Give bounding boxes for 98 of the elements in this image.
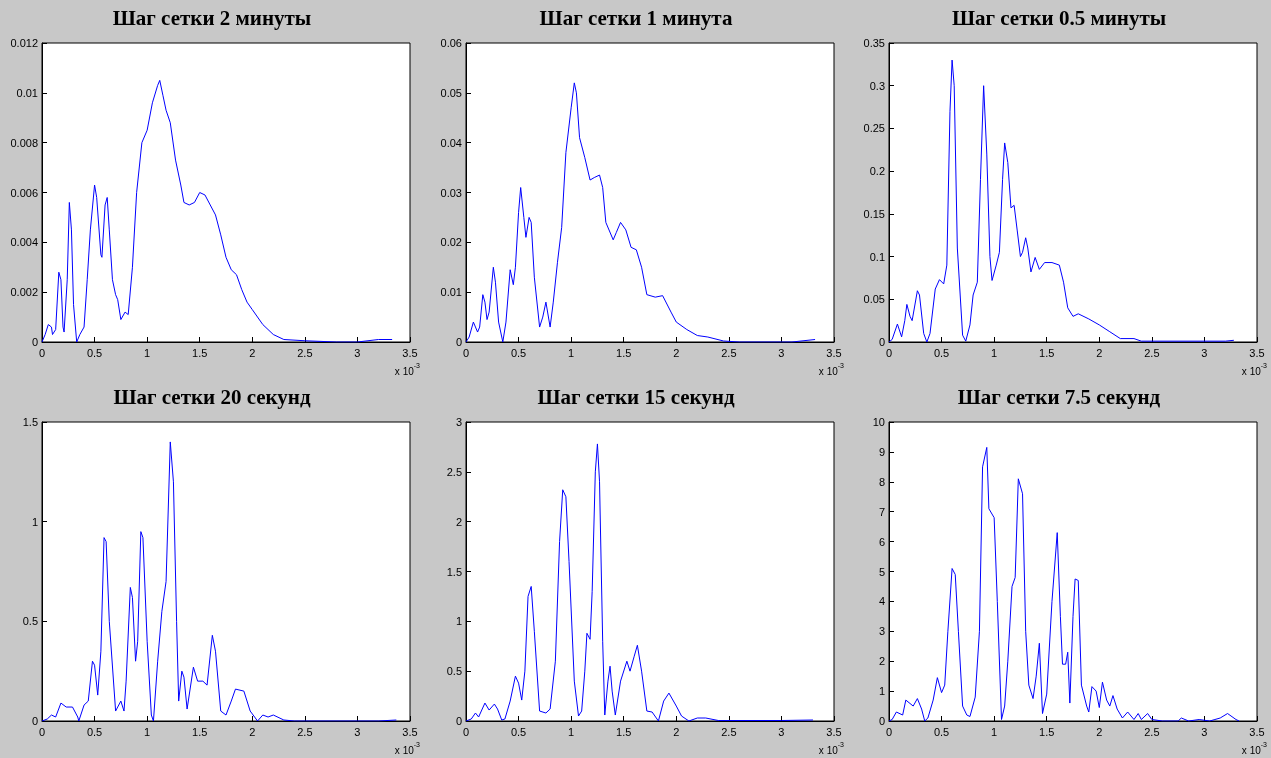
x-tick-label: 0.5 — [933, 725, 950, 738]
x-tick-label: 3.5 — [402, 346, 418, 359]
y-tick-label: 0.3 — [869, 79, 885, 92]
y-tick-label: 2 — [455, 515, 462, 528]
y-tick-label: 0 — [878, 715, 885, 727]
x-tick-label: 2.5 — [1144, 346, 1160, 359]
y-tick-label: 0.04 — [440, 136, 462, 149]
y-tick-label: 0.01 — [16, 86, 38, 99]
x-tick-label: 1 — [567, 725, 574, 738]
x-tick-label: 3.5 — [825, 346, 842, 359]
x-tick-label: 1.5 — [615, 346, 631, 359]
y-tick-label: 0.25 — [863, 122, 885, 135]
y-tick-label: 6 — [878, 535, 885, 548]
x-tick-label: 1 — [991, 346, 998, 359]
y-tick-label: 1.5 — [446, 565, 462, 578]
y-tick-label: 0 — [455, 715, 462, 727]
y-tick-label: 1 — [878, 685, 885, 698]
x-tick-label: 2.5 — [297, 725, 313, 738]
x-tick-label: 3.5 — [1249, 346, 1265, 359]
x-tick-label: 0.5 — [86, 725, 103, 738]
x-tick-label: 2.5 — [720, 725, 737, 738]
x-tick-label: 0.5 — [510, 346, 526, 359]
x-tick-label: 2 — [249, 725, 256, 738]
x-tick-label: 3 — [354, 725, 361, 738]
y-tick-label: 7 — [878, 505, 885, 518]
y-tick-label: 0.05 — [440, 86, 462, 99]
x-tick-label: 1.5 — [615, 725, 631, 738]
x-tick-label: 0.5 — [86, 346, 103, 359]
y-tick-label: 0 — [878, 336, 885, 348]
y-tick-label: 2.5 — [446, 465, 462, 478]
line-series — [888, 59, 1235, 343]
x-tick-label: 1 — [991, 725, 998, 738]
line-series — [41, 79, 393, 343]
y-tick-label: 3 — [455, 416, 462, 428]
y-tick-label: 2 — [878, 655, 885, 668]
y-tick-label: 0.03 — [440, 186, 462, 199]
y-tick-label: 0.06 — [440, 37, 462, 49]
x-tick-label: 3 — [777, 346, 784, 359]
x-tick-label: 3 — [1201, 725, 1208, 738]
y-tick-label: 0 — [31, 715, 38, 727]
y-tick-label: 0.15 — [863, 207, 885, 220]
x-tick-label: 3.5 — [402, 725, 418, 738]
x-tick-label: 2.5 — [297, 346, 313, 359]
y-tick-label: 0.004 — [10, 236, 38, 249]
chart-title: Шаг сетки 20 секунд — [113, 384, 311, 409]
x-tick-label: 2 — [1096, 346, 1103, 359]
y-tick-label: 0.05 — [863, 293, 885, 306]
line-series — [888, 446, 1240, 722]
y-tick-label: 0.2 — [869, 165, 885, 178]
y-tick-label: 0.5 — [446, 665, 462, 678]
y-tick-label: 4 — [878, 595, 885, 608]
x-tick-label: 3 — [777, 725, 784, 738]
y-tick-label: 8 — [878, 475, 885, 488]
x-tick-label: 1 — [567, 346, 574, 359]
y-tick-label: 0 — [31, 336, 38, 348]
y-tick-label: 1.5 — [22, 416, 38, 428]
y-tick-label: 9 — [878, 445, 885, 458]
x-tick-label: 1 — [144, 725, 151, 738]
chart-title: Шаг сетки 1 минута — [539, 5, 733, 30]
x-tick-label: 2.5 — [720, 346, 737, 359]
x-tick-label: 2 — [1096, 725, 1103, 738]
y-tick-label: 10 — [872, 416, 885, 428]
chart-title: Шаг сетки 7.5 секунд — [957, 384, 1161, 409]
y-tick-label: 0.012 — [10, 37, 38, 49]
chart-title: Шаг сетки 0.5 минуты — [951, 5, 1167, 30]
x-tick-label: 2.5 — [1144, 725, 1160, 738]
y-tick-label: 0.02 — [440, 236, 462, 249]
y-tick-label: 0 — [455, 336, 462, 348]
y-tick-label: 3 — [878, 625, 885, 638]
x-tick-label: 2 — [672, 725, 679, 738]
y-tick-label: 0.002 — [10, 286, 38, 299]
x-tick-label: 2 — [249, 346, 256, 359]
x-tick-label: 3.5 — [1249, 725, 1265, 738]
x-tick-label: 0.5 — [933, 346, 950, 359]
x-tick-label: 3 — [354, 346, 361, 359]
x-tick-label: 3 — [1201, 346, 1208, 359]
y-tick-label: 0.5 — [22, 615, 38, 628]
x-tick-label: 1 — [144, 346, 151, 359]
line-series — [465, 82, 816, 343]
x-tick-label: 1.5 — [192, 725, 208, 738]
chart-title: Шаг сетки 2 минуты — [112, 5, 312, 30]
y-tick-label: 5 — [878, 565, 885, 578]
x-tick-label: 2 — [672, 346, 679, 359]
chart-title: Шаг сетки 15 секунд — [536, 384, 735, 409]
line-series — [41, 441, 397, 722]
x-tick-label: 1.5 — [1039, 725, 1055, 738]
x-tick-label: 1.5 — [1039, 346, 1055, 359]
y-tick-label: 0.008 — [10, 136, 38, 149]
y-tick-label: 0.006 — [10, 186, 38, 199]
y-tick-label: 0.01 — [440, 286, 462, 299]
x-tick-label: 0.5 — [510, 725, 526, 738]
x-tick-label: 1.5 — [192, 346, 208, 359]
y-tick-label: 0.1 — [869, 250, 885, 263]
y-tick-label: 1 — [455, 615, 462, 628]
line-series — [465, 443, 813, 722]
y-tick-label: 1 — [31, 515, 38, 528]
y-tick-label: 0.35 — [863, 37, 885, 49]
x-tick-label: 3.5 — [825, 725, 842, 738]
